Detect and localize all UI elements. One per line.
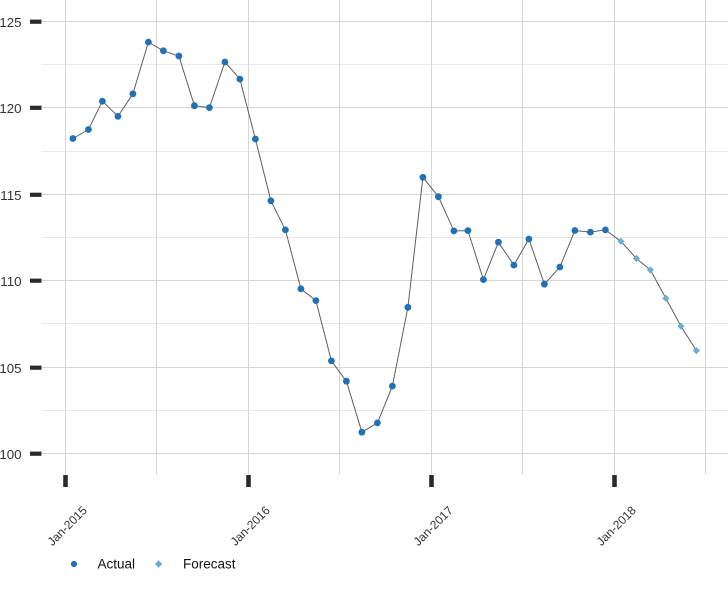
svg-text:125: 125 xyxy=(0,15,22,30)
svg-text:Actual: Actual xyxy=(98,557,136,572)
svg-text:120: 120 xyxy=(0,101,22,116)
svg-text:105: 105 xyxy=(0,361,22,376)
svg-text:100: 100 xyxy=(0,447,22,462)
svg-text:110: 110 xyxy=(0,274,21,289)
svg-text:115: 115 xyxy=(0,188,21,203)
svg-text:Forecast: Forecast xyxy=(183,557,236,572)
